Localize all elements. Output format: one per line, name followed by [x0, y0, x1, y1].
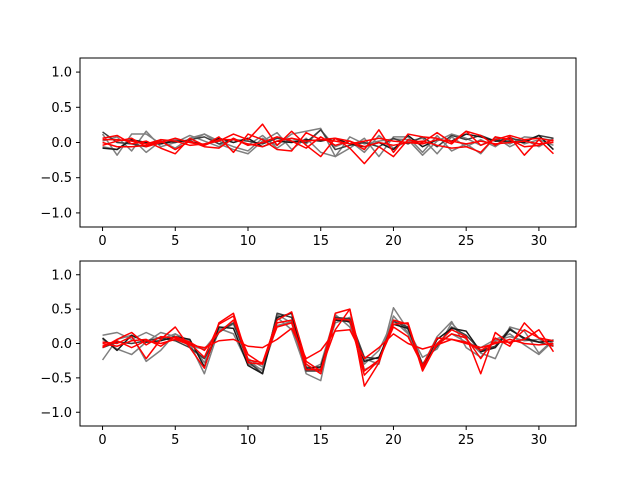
series-line-8 — [102, 137, 554, 148]
y-tick-label: −1.0 — [40, 406, 72, 421]
y-tick-label: 0.5 — [51, 101, 72, 116]
x-tick-label: 20 — [385, 234, 402, 249]
series-line-0 — [101, 127, 554, 158]
y-tick-label: 0.0 — [51, 136, 72, 151]
y-tick-label: 1.0 — [51, 268, 72, 283]
x-tick-label: 15 — [312, 234, 329, 249]
y-tick-label: −0.5 — [40, 171, 72, 186]
x-tick-label: 5 — [171, 234, 179, 249]
x-tick-label: 0 — [98, 234, 106, 249]
series-line-7 — [102, 318, 555, 376]
x-tick-label: 0 — [98, 433, 106, 448]
series-group — [101, 123, 554, 165]
x-tick-label: 30 — [531, 234, 548, 249]
x-tick-label: 30 — [531, 433, 548, 448]
y-tick-label: 0.0 — [51, 337, 72, 352]
x-tick-label: 25 — [458, 433, 475, 448]
series-group — [101, 307, 555, 387]
series-line-8 — [102, 327, 554, 360]
axes-bottom-panel: 0 5 10 15 20 25 30 −1.0 −0.5 0.0 0.5 1.0 — [40, 260, 577, 448]
series-line-6 — [102, 308, 554, 372]
x-tick-label: 10 — [240, 234, 257, 249]
x-tick-label: 5 — [171, 433, 179, 448]
y-tick-label: 0.5 — [51, 303, 72, 318]
x-tick-label: 20 — [385, 433, 402, 448]
x-tick-label: 15 — [312, 433, 329, 448]
y-tick-label: −1.0 — [40, 206, 72, 221]
y-tick-label: 1.0 — [51, 66, 72, 81]
y-tick-label: −0.5 — [40, 371, 72, 386]
x-tick-label: 25 — [458, 234, 475, 249]
series-line-5 — [102, 308, 554, 387]
series-line-5 — [102, 123, 554, 158]
x-tick-label: 10 — [240, 433, 257, 448]
series-line-6 — [102, 130, 554, 165]
axes-top-panel: 0 5 10 15 20 25 30 −1.0 −0.5 0.0 0.5 1.0 — [40, 57, 577, 249]
